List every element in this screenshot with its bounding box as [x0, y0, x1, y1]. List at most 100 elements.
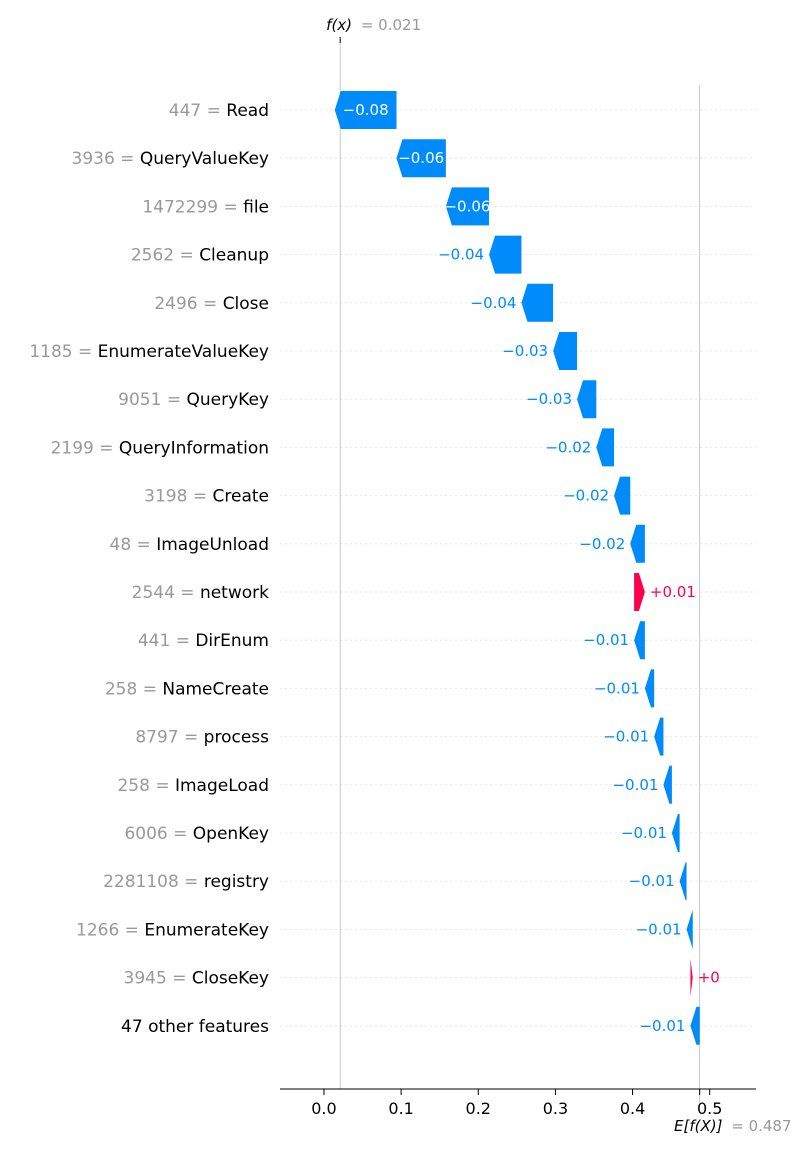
feature-name: QueryKey: [187, 390, 270, 410]
feature-value: 2496 =: [154, 294, 222, 314]
feature-value: 3936 =: [72, 149, 140, 169]
bar-negative: [644, 669, 655, 708]
feature-value: 258 =: [117, 776, 175, 796]
fx-annotation: f(x) = 0.021: [326, 16, 421, 43]
bar-value-label: −0.01: [603, 728, 649, 746]
bar-value-label: −0.01: [621, 824, 667, 842]
feature-name: EnumerateValueKey: [98, 342, 269, 362]
feature-value: 447 =: [169, 101, 227, 121]
feature-value: 48 =: [110, 535, 157, 555]
feature-name: 47 other features: [121, 1017, 269, 1037]
bar-value-label: −0.01: [629, 872, 675, 890]
feature-value: 2199 =: [51, 438, 119, 458]
fx-value: = 0.021: [361, 16, 421, 34]
feature-label: 9051 = QueryKey: [118, 390, 269, 410]
feature-value: 1266 =: [76, 920, 144, 940]
feature-label: 2562 = Cleanup: [131, 246, 269, 266]
bar-value-label: −0.02: [545, 438, 591, 456]
bar-value-label: −0.01: [612, 776, 658, 794]
ex-text: E[f(X)] = 0.487: [674, 1117, 792, 1135]
bar-negative: [489, 235, 522, 274]
feature-value: 1185 =: [29, 342, 97, 362]
feature-value: 2544 =: [132, 583, 200, 603]
bar-negative: [630, 524, 645, 563]
bars: −0.08 −0.06 −0.06 −0.04 −0.04 −0.03 −0.03 −0.02…: [334, 91, 720, 1045]
feature-name: Close: [223, 294, 269, 314]
bar-value-label: −0.04: [438, 246, 484, 264]
feature-label: 2281108 = registry: [103, 872, 269, 892]
bar-negative: [686, 910, 693, 949]
feature-label: 441 = DirEnum: [138, 631, 269, 651]
feature-label: 48 = ImageUnload: [110, 535, 269, 555]
x-tick-label: 0.3: [543, 1099, 568, 1118]
feature-label: 1472299 = file: [142, 197, 269, 217]
feature-label: 1185 = EnumerateValueKey: [29, 342, 269, 362]
bar-positive: [690, 958, 693, 997]
feature-label: 258 = ImageLoad: [117, 776, 269, 796]
feature-name: EnumerateKey: [144, 920, 269, 940]
feature-name: CloseKey: [192, 969, 269, 989]
feature-label: 3945 = CloseKey: [124, 969, 269, 989]
bar-negative: [679, 862, 687, 901]
feature-label: 2199 = QueryInformation: [51, 438, 269, 458]
feature-label: 47 other features: [121, 1017, 269, 1037]
bar-negative: [334, 91, 397, 129]
x-tick-label: 0.1: [388, 1099, 413, 1118]
feature-name: process: [204, 728, 269, 748]
feature-label: 1266 = EnumerateKey: [76, 920, 269, 940]
feature-name: NameCreate: [162, 679, 269, 699]
bar-value-label: −0.01: [636, 920, 682, 938]
feature-labels: 447 = Read 3936 = QueryValueKey 1472299 = …: [29, 101, 269, 1037]
bar-value-label: −0.01: [639, 1017, 685, 1035]
bar-value-label: −0.03: [526, 390, 572, 408]
bar-negative: [634, 621, 645, 660]
feature-name: QueryValueKey: [140, 149, 269, 169]
bar-negative: [654, 717, 664, 756]
feature-value: 3945 =: [124, 969, 192, 989]
feature-name: registry: [204, 872, 269, 892]
ex-value: = 0.487: [731, 1117, 791, 1135]
feature-label: 258 = NameCreate: [105, 679, 269, 699]
bar-negative: [663, 765, 672, 804]
x-tick-label: 0.0: [311, 1099, 336, 1118]
fx-text: f(x) = 0.021: [326, 16, 421, 34]
feature-value: 6006 =: [124, 824, 192, 844]
feature-name: ImageLoad: [175, 776, 269, 796]
ex-annotation: E[f(X)] = 0.487: [674, 1089, 792, 1135]
feature-value: 258 =: [105, 679, 163, 699]
feature-value: 1472299 =: [142, 197, 243, 217]
bar-negative: [596, 428, 615, 467]
feature-label: 2496 = Close: [154, 294, 269, 314]
x-tick-label: 0.4: [620, 1099, 645, 1118]
feature-value: 441 =: [138, 631, 196, 651]
x-axis: 0.0 0.1 0.2 0.3 0.4 0.5: [280, 1088, 756, 1118]
feature-name: OpenKey: [193, 824, 269, 844]
feature-value: 9051 =: [118, 390, 186, 410]
feature-name: network: [200, 583, 269, 603]
feature-value: 3198 =: [144, 487, 212, 507]
feature-label: 8797 = process: [135, 728, 269, 748]
feature-name: DirEnum: [195, 631, 269, 651]
bar-value-label: −0.02: [563, 487, 609, 505]
feature-label: 447 = Read: [169, 101, 269, 121]
bar-value-label: −0.08: [343, 101, 389, 119]
bar-negative: [614, 476, 631, 515]
fx-label: f(x): [326, 16, 352, 34]
feature-label: 3936 = QueryValueKey: [72, 149, 270, 169]
reference-lines: [339, 40, 701, 1103]
feature-name: QueryInformation: [119, 438, 269, 458]
ex-label: E[f(X)]: [674, 1117, 723, 1135]
feature-value: 8797 =: [135, 728, 203, 748]
x-tick-label: 0.2: [466, 1099, 491, 1118]
feature-name: Cleanup: [199, 246, 269, 266]
feature-value: 2562 =: [131, 246, 199, 266]
bar-negative: [671, 814, 680, 852]
bar-value-label: −0.01: [583, 631, 629, 649]
x-tick-label: 0.5: [697, 1099, 722, 1118]
bar-value-label: −0.06: [398, 149, 444, 167]
bar-negative: [521, 283, 554, 322]
bar-negative: [577, 380, 597, 419]
bar-value-label: −0.06: [444, 197, 490, 215]
bar-negative: [445, 187, 490, 226]
